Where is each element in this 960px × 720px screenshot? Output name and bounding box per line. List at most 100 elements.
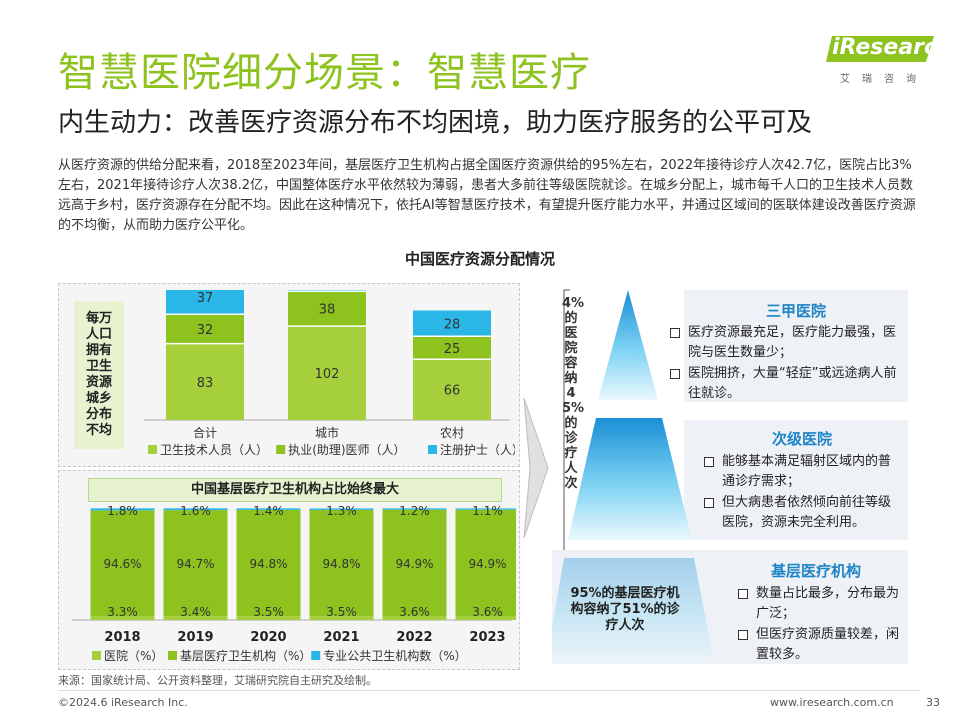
data-label: 3.3% [107,605,138,619]
data-label: 1.4% [253,504,284,518]
data-label: 94.8% [249,557,287,571]
category-label: 2019 [177,630,213,645]
bar-segment [382,509,447,616]
chart-heading: 中国医疗资源分配情况 [404,250,555,268]
bar-segment [90,510,155,617]
data-label: 3.5% [326,605,357,619]
urban-rural-bar-chart: 833237合计1023847城市662528农村卫生技术人员（人）执业(助理)… [144,290,515,457]
institution-share-chart-title: 中国基层医疗卫生机构占比始终最大 [88,478,502,502]
category-label: 2018 [104,630,140,645]
page-subtitle: 内生动力：改善医疗资源分布不均困境，助力医疗服务的公平可及 [58,108,813,138]
legend-label: 注册护士（人） [440,442,515,457]
bar-segment [455,509,516,616]
bar-segment [382,508,447,510]
tier-list-primary: 数量占比最多，分布最为广泛； 但医疗资源质量较差，闲置较多。 [738,584,902,666]
bar-segment [163,616,228,620]
bar-segment [166,290,244,315]
legend-swatch [148,445,157,454]
tier-title-primary: 基层医疗机构 [770,562,861,580]
pyramid-tier-top [598,290,658,400]
page-title: 智慧医院细分场景：智慧医疗 [58,50,591,96]
flow-arrow-icon [523,398,549,538]
data-label: 25 [444,342,461,357]
legend-swatch [311,651,321,660]
bar-segment [166,314,244,344]
data-label: 94.6% [103,557,141,571]
category-label: 2020 [250,630,286,645]
bar-segment [413,359,491,420]
bar-segment [309,508,374,510]
data-label: 3.5% [253,605,284,619]
footer-copyright: ©2024.6 iResearch Inc. [58,696,188,709]
data-label: 32 [197,323,214,338]
list-item: 但医疗资源质量较差，闲置较多。 [738,625,902,665]
bar-segment [382,615,447,620]
pyramid-tier-base [552,558,714,662]
footer-divider [58,690,920,691]
legend-label: 执业(助理)医师（人） [288,443,405,457]
base-share-note: 95%的基层医疗机构容纳了51%的诊疗人次 [570,586,680,633]
data-label: 1.2% [399,504,430,518]
data-label: 38 [319,303,336,318]
legend-swatch [428,445,437,454]
data-label: 66 [444,384,461,399]
data-label: 83 [197,376,214,391]
data-label: 94.9% [395,557,433,571]
legend-label: 卫生技术人员（人） [160,443,268,457]
urban-rural-chart-title: 每万人口拥有卫生资源城乡分布不均 [74,301,124,449]
tier-box-top [684,290,908,402]
data-label: 1.3% [326,504,357,518]
bar-segment [163,510,228,617]
data-label: 102 [315,367,340,382]
logo-subtitle: 艾瑞咨询 [840,74,928,85]
tier-box-mid [684,420,908,540]
list-item: 数量占比最多，分布最为广泛； [738,584,902,624]
category-label: 农村 [440,426,464,440]
category-label: 合计 [193,425,217,440]
pyramid-graphic [552,289,908,664]
legend-label: 医院（%） [104,649,163,663]
data-label: 94.7% [176,557,214,571]
data-label: 3.4% [180,605,211,619]
bar-segment [288,326,366,420]
logo-badge-icon [826,36,934,62]
data-label: 94.8% [322,557,360,571]
list-item: 能够基本满足辐射区域内的普通诊疗需求； [704,452,900,492]
data-label: 28 [444,317,461,332]
legend-swatch [276,445,286,454]
page-number: 33 [926,696,940,709]
legend-swatch [92,651,101,660]
logo-text: iResearch [832,35,953,60]
data-label: 1.1% [472,504,503,518]
bar-segment [455,615,516,620]
data-label: 37 [197,291,214,306]
bar-segment [236,508,301,510]
bar-segment [309,616,374,620]
category-label: 2021 [323,630,359,645]
category-label: 2022 [396,630,432,645]
footer-url[interactable]: www.iresearch.com.cn [770,696,894,709]
bar-segment [90,616,155,620]
data-label: 1.6% [180,504,211,518]
institution-share-bar-chart: 3.3% 94.6% 1.8% 2018 3.4% 94.7% 1.6% 2019 3.5% 94… [72,504,516,663]
bar-segment [166,343,244,420]
intro-paragraph: 从医疗资源的供给分配来看，2018至2023年间，基层医疗卫生机构占据全国医疗资… [58,158,916,233]
category-label: 城市 [315,425,339,440]
list-item: 但大病患者依然倾向前往等级医院，资源未完全利用。 [704,493,900,533]
pyramid-tier-mid [568,418,692,540]
category-label: 2023 [469,630,505,645]
bar-segment [455,508,516,510]
data-label: 3.6% [399,605,430,619]
list-item: 医疗资源最充足，医疗能力最强，医院与医生数量少； [670,323,900,363]
bar-segment [288,291,366,327]
bar-segment [413,310,491,337]
bar-segment [236,509,301,617]
bar-segment [413,336,491,360]
tier-title-tertiary: 三甲医院 [765,302,826,320]
data-label: 1.8% [107,504,138,518]
legend-swatch [168,651,177,660]
bar-segment [163,508,228,511]
bar-segment [90,508,155,511]
bar-segment [309,509,374,617]
tier-title-secondary: 次级医院 [771,430,832,448]
